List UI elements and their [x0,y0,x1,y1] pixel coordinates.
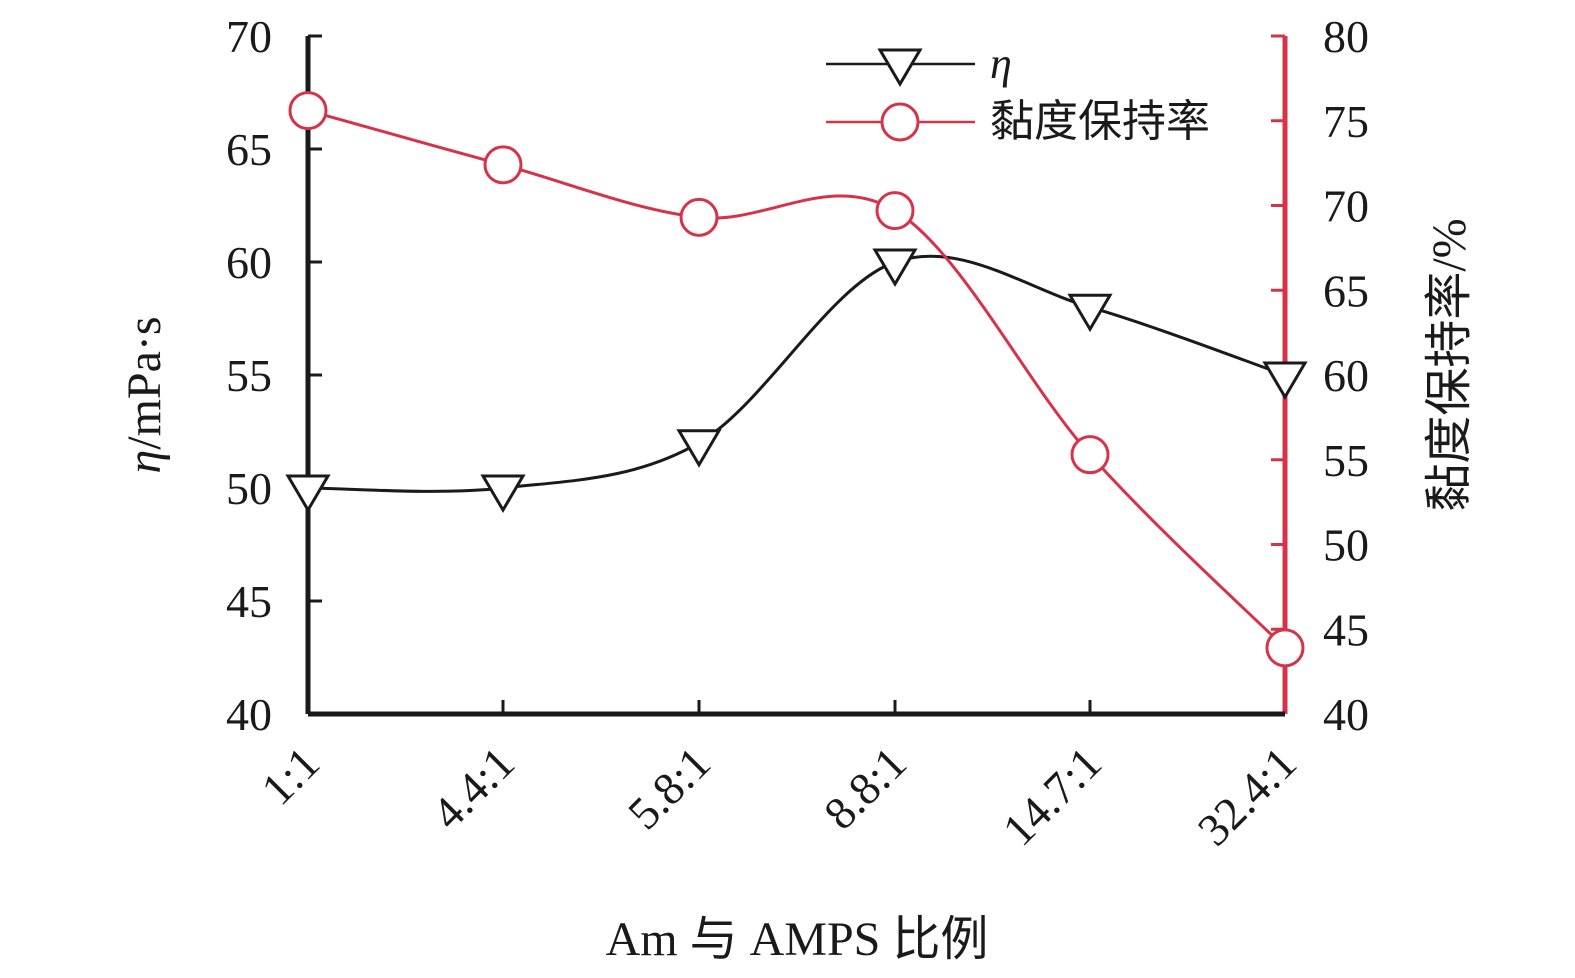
left-y-axis: 40 45 50 55 60 65 70 [226,11,322,740]
series-line-1 [307,109,1287,649]
series-layer [285,91,1308,668]
x-tick-label: 32.4:1 [1188,737,1306,855]
right-tick-label: 60 [1323,350,1369,401]
series-line-0 [307,254,1286,493]
right-tick-label: 70 [1323,181,1369,232]
left-axis-title-symbol: η [118,450,171,474]
legend-retention-marker [880,102,920,142]
left-tick-label: 60 [226,237,272,288]
right-tick-label: 40 [1323,689,1369,740]
series-0-point [1262,361,1308,400]
legend: η 黏度保持率 [826,39,1210,146]
left-tick-label: 45 [226,576,272,627]
x-axis-title: Am 与 AMPS 比例 [606,913,989,966]
x-tick-label: 14.7:1 [993,737,1111,855]
right-tick-label: 80 [1323,11,1369,62]
x-tick-label: 1:1 [251,737,329,815]
series-0-point [676,429,722,468]
left-tick-label: 70 [226,11,272,62]
right-tick-label: 75 [1323,96,1369,147]
legend-item-retention: 黏度保持率 [826,97,1210,146]
left-tick-label: 50 [226,463,272,514]
series-1-point [1265,628,1305,668]
right-tick-label: 45 [1323,604,1369,655]
legend-eta-marker [877,48,923,87]
left-tick-label: 65 [226,124,272,175]
left-axis-title: η/mPa·s [118,316,171,473]
legend-retention-label: 黏度保持率 [990,97,1210,146]
series-1-point [679,197,719,237]
right-tick-label: 55 [1323,435,1369,486]
x-axis: 1:1 4.4:1 5.8:1 8.8:1 14.7:1 32.4:1 [251,700,1306,855]
legend-eta-label: η [990,39,1012,88]
series-0-point [480,474,526,513]
right-tick-label: 50 [1323,520,1369,571]
series-1-point [288,91,328,131]
series-1-point [875,191,915,231]
x-tick-label: 8.8:1 [814,737,916,839]
legend-item-eta: η [826,39,1012,88]
left-tick-label: 55 [226,350,272,401]
left-axis-title-unit: /mPa·s [118,316,171,449]
series-0-point [1067,293,1113,333]
series-0-point [285,474,331,513]
x-tick-label: 4.4:1 [422,737,524,839]
series-1-point [1070,435,1110,475]
right-axis-title: 黏度保持率/% [1423,218,1476,511]
series-1-point [483,145,523,185]
series-0-point [872,248,918,287]
right-tick-label: 65 [1323,265,1369,316]
left-tick-label: 40 [226,689,272,740]
x-tick-label: 5.8:1 [618,737,720,839]
